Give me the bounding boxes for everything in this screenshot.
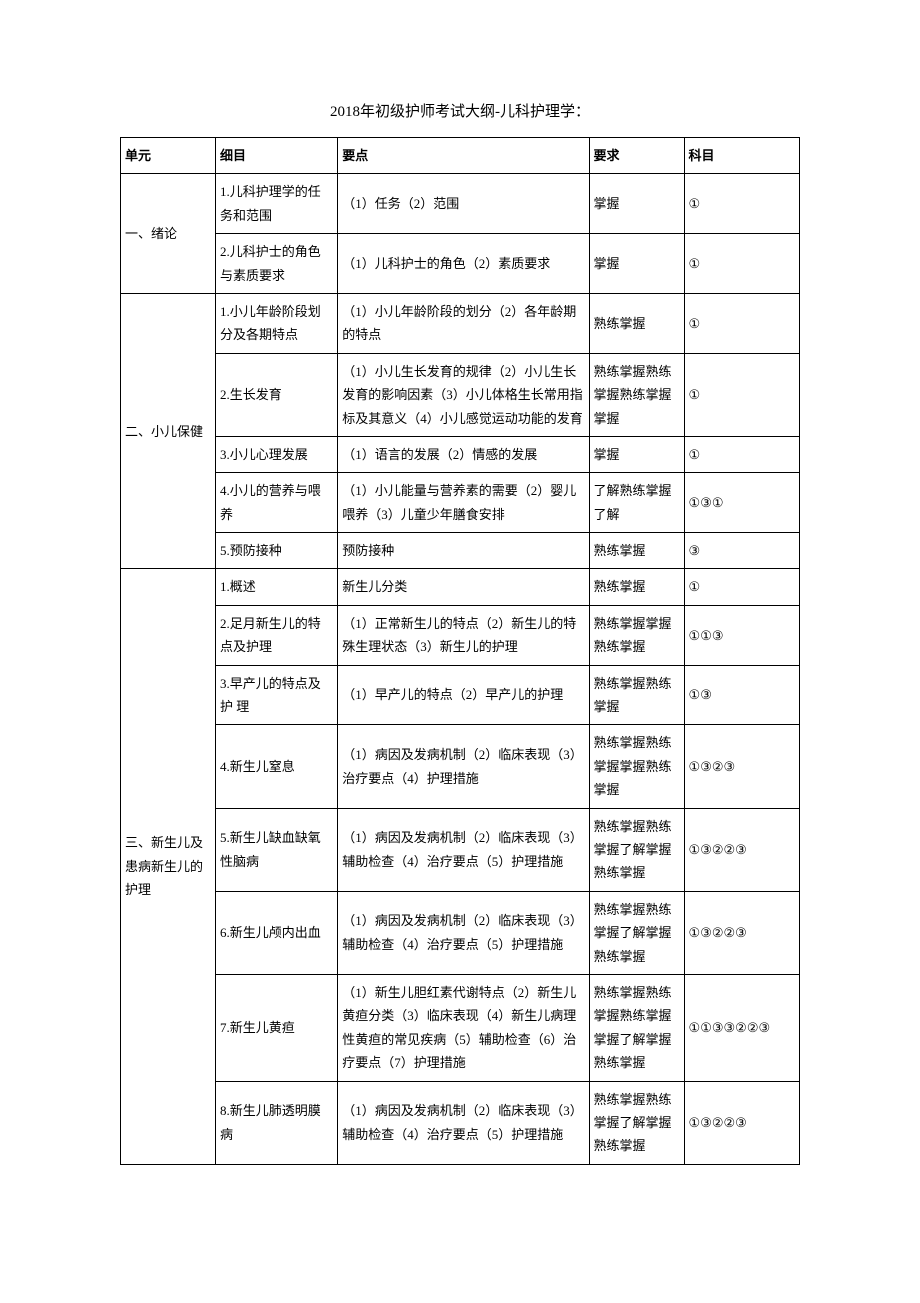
detail-cell: 8.新生儿肺透明膜病 <box>216 1081 338 1164</box>
col-header-subj: 科目 <box>684 138 799 174</box>
detail-cell: 3.早产儿的特点及护 理 <box>216 665 338 725</box>
unit-cell: 一、绪论 <box>121 174 216 294</box>
detail-cell: 2.足月新生儿的特点及护理 <box>216 605 338 665</box>
table-row: 4.小儿的营养与喂养（1）小儿能量与营养素的需要（2）婴儿喂养（3）儿童少年膳食… <box>121 473 800 533</box>
point-cell: （1）新生儿胆红素代谢特点（2）新生儿黄疸分类（3）临床表现（4）新生儿病理性黄… <box>338 974 589 1081</box>
table-header-row: 单元 细目 要点 要求 科目 <box>121 138 800 174</box>
req-cell: 熟练掌握熟练掌握掌握熟练掌握 <box>589 725 684 808</box>
table-row: 二、小儿保健1.小儿年龄阶段划分及各期特点（1）小儿年龄阶段的划分（2）各年龄期… <box>121 293 800 353</box>
table-row: 2.足月新生儿的特点及护理（1）正常新生儿的特点（2）新生儿的特殊生理状态（3）… <box>121 605 800 665</box>
detail-cell: 3.小儿心理发展 <box>216 436 338 472</box>
detail-cell: 2.儿科护士的角色与素质要求 <box>216 234 338 294</box>
detail-cell: 1.概述 <box>216 569 338 605</box>
table-row: 7.新生儿黄疸（1）新生儿胆红素代谢特点（2）新生儿黄疸分类（3）临床表现（4）… <box>121 974 800 1081</box>
table-row: 8.新生儿肺透明膜病（1）病因及发病机制（2）临床表现（3）辅助检查（4）治疗要… <box>121 1081 800 1164</box>
req-cell: 熟练掌握熟练掌握熟练掌握掌握了解掌握熟练掌握 <box>589 974 684 1081</box>
subj-cell: ①③②②③ <box>684 808 799 891</box>
subj-cell: ①③②③ <box>684 725 799 808</box>
subj-cell: ① <box>684 353 799 436</box>
req-cell: 熟练掌握熟练掌握 <box>589 665 684 725</box>
point-cell: （1）儿科护士的角色（2）素质要求 <box>338 234 589 294</box>
col-header-unit: 单元 <box>121 138 216 174</box>
detail-cell: 1.小儿年龄阶段划分及各期特点 <box>216 293 338 353</box>
detail-cell: 4.小儿的营养与喂养 <box>216 473 338 533</box>
req-cell: 了解熟练掌握了解 <box>589 473 684 533</box>
subj-cell: ①③ <box>684 665 799 725</box>
point-cell: 预防接种 <box>338 533 589 569</box>
detail-cell: 5.新生儿缺血缺氧性脑病 <box>216 808 338 891</box>
col-header-point: 要点 <box>338 138 589 174</box>
syllabus-table: 单元 细目 要点 要求 科目 一、绪论1.儿科护理学的任务和范围（1）任务（2）… <box>120 137 800 1165</box>
subj-cell: ① <box>684 436 799 472</box>
subj-cell: ① <box>684 569 799 605</box>
subj-cell: ③ <box>684 533 799 569</box>
point-cell: （1）病因及发病机制（2）临床表现（3）辅助检查（4）治疗要点（5）护理措施 <box>338 891 589 974</box>
detail-cell: 5.预防接种 <box>216 533 338 569</box>
req-cell: 熟练掌握熟练掌握了解掌握熟练掌握 <box>589 1081 684 1164</box>
point-cell: （1）任务（2）范围 <box>338 174 589 234</box>
req-cell: 熟练掌握 <box>589 569 684 605</box>
table-row: 5.预防接种预防接种熟练掌握③ <box>121 533 800 569</box>
point-cell: （1）小儿生长发育的规律（2）小儿生长发育的影响因素（3）小儿体格生长常用指标及… <box>338 353 589 436</box>
subj-cell: ①①③③②②③ <box>684 974 799 1081</box>
col-header-detail: 细目 <box>216 138 338 174</box>
detail-cell: 2.生长发育 <box>216 353 338 436</box>
point-cell: （1）病因及发病机制（2）临床表现（3）治疗要点（4）护理措施 <box>338 725 589 808</box>
detail-cell: 6.新生儿颅内出血 <box>216 891 338 974</box>
table-row: 2.儿科护士的角色与素质要求（1）儿科护士的角色（2）素质要求掌握① <box>121 234 800 294</box>
unit-cell: 二、小儿保健 <box>121 293 216 569</box>
table-row: 3.早产儿的特点及护 理（1）早产儿的特点（2）早产儿的护理熟练掌握熟练掌握①③ <box>121 665 800 725</box>
page-title: 2018年初级护师考试大纲-儿科护理学： <box>120 100 800 121</box>
subj-cell: ① <box>684 174 799 234</box>
table-row: 3.小儿心理发展（1）语言的发展（2）情感的发展掌握① <box>121 436 800 472</box>
table-row: 一、绪论1.儿科护理学的任务和范围（1）任务（2）范围掌握① <box>121 174 800 234</box>
point-cell: （1）小儿能量与营养素的需要（2）婴儿喂养（3）儿童少年膳食安排 <box>338 473 589 533</box>
point-cell: （1）早产儿的特点（2）早产儿的护理 <box>338 665 589 725</box>
table-row: 6.新生儿颅内出血（1）病因及发病机制（2）临床表现（3）辅助检查（4）治疗要点… <box>121 891 800 974</box>
req-cell: 掌握 <box>589 234 684 294</box>
req-cell: 熟练掌握 <box>589 293 684 353</box>
point-cell: 新生儿分类 <box>338 569 589 605</box>
req-cell: 熟练掌握熟练掌握熟练掌握掌握 <box>589 353 684 436</box>
table-row: 5.新生儿缺血缺氧性脑病（1）病因及发病机制（2）临床表现（3）辅助检查（4）治… <box>121 808 800 891</box>
point-cell: （1）小儿年龄阶段的划分（2）各年龄期的特点 <box>338 293 589 353</box>
req-cell: 熟练掌握熟练掌握了解掌握熟练掌握 <box>589 808 684 891</box>
subj-cell: ①③① <box>684 473 799 533</box>
point-cell: （1）正常新生儿的特点（2）新生儿的特殊生理状态（3）新生儿的护理 <box>338 605 589 665</box>
table-row: 2.生长发育（1）小儿生长发育的规律（2）小儿生长发育的影响因素（3）小儿体格生… <box>121 353 800 436</box>
point-cell: （1）病因及发病机制（2）临床表现（3）辅助检查（4）治疗要点（5）护理措施 <box>338 1081 589 1164</box>
subj-cell: ① <box>684 234 799 294</box>
req-cell: 熟练掌握掌握熟练掌握 <box>589 605 684 665</box>
req-cell: 掌握 <box>589 174 684 234</box>
subj-cell: ①③②②③ <box>684 1081 799 1164</box>
detail-cell: 7.新生儿黄疸 <box>216 974 338 1081</box>
detail-cell: 1.儿科护理学的任务和范围 <box>216 174 338 234</box>
detail-cell: 4.新生儿窒息 <box>216 725 338 808</box>
req-cell: 熟练掌握 <box>589 533 684 569</box>
subj-cell: ①③②②③ <box>684 891 799 974</box>
req-cell: 熟练掌握熟练掌握了解掌握熟练掌握 <box>589 891 684 974</box>
subj-cell: ①①③ <box>684 605 799 665</box>
req-cell: 掌握 <box>589 436 684 472</box>
table-row: 4.新生儿窒息（1）病因及发病机制（2）临床表现（3）治疗要点（4）护理措施熟练… <box>121 725 800 808</box>
point-cell: （1）语言的发展（2）情感的发展 <box>338 436 589 472</box>
col-header-req: 要求 <box>589 138 684 174</box>
unit-cell: 三、新生儿及患病新生儿的护理 <box>121 569 216 1164</box>
subj-cell: ① <box>684 293 799 353</box>
table-row: 三、新生儿及患病新生儿的护理1.概述新生儿分类熟练掌握① <box>121 569 800 605</box>
point-cell: （1）病因及发病机制（2）临床表现（3）辅助检查（4）治疗要点（5）护理措施 <box>338 808 589 891</box>
